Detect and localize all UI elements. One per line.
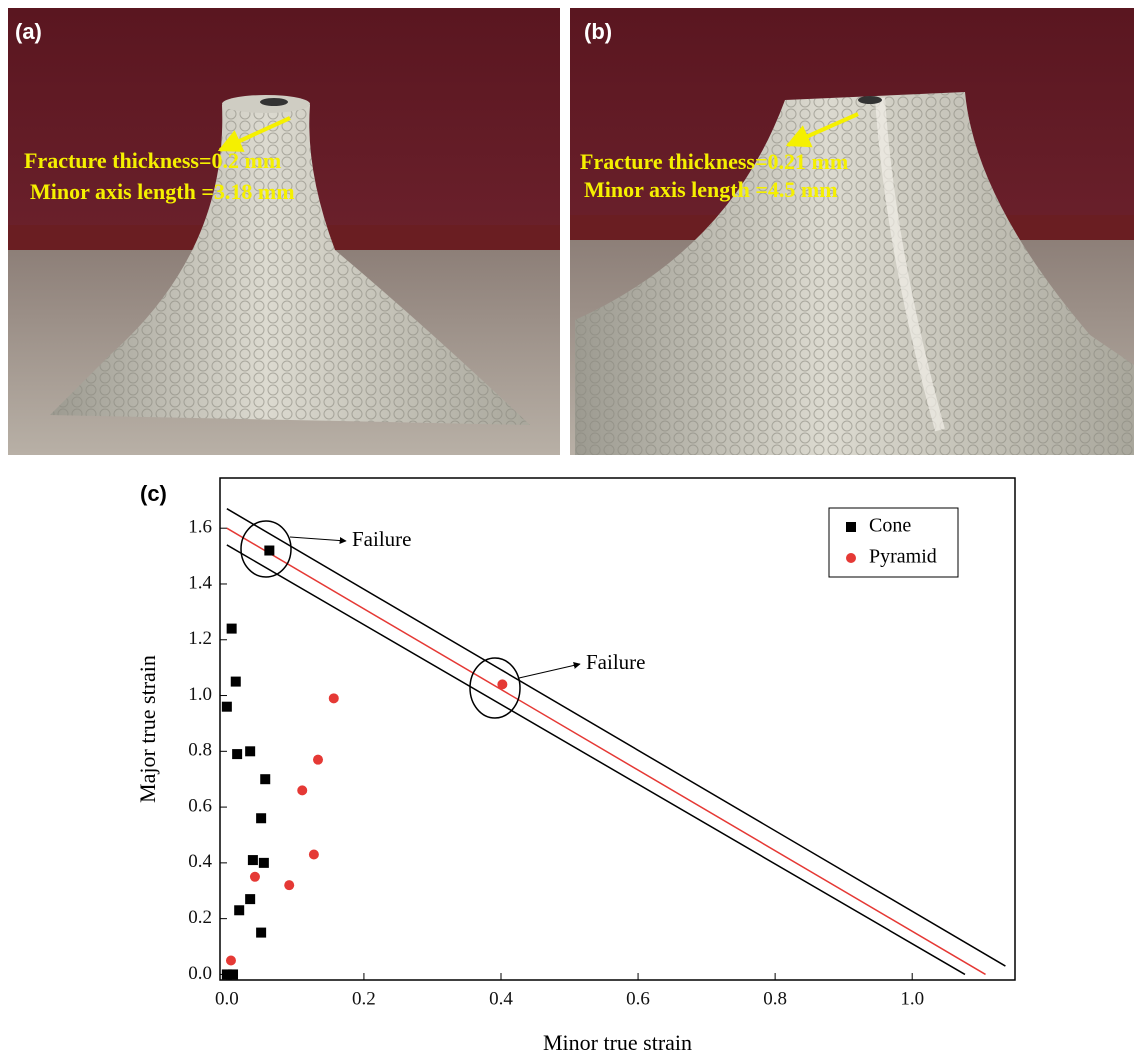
x-tick-label: 0.8	[763, 988, 787, 1009]
panel-label: (c)	[140, 481, 167, 506]
failure-circle	[469, 657, 521, 719]
point	[230, 676, 241, 687]
photo-a	[8, 8, 560, 455]
point	[497, 679, 508, 690]
point	[284, 880, 295, 891]
point	[308, 849, 319, 860]
point	[232, 749, 243, 760]
panel-label: (a)	[15, 19, 42, 44]
annotation: Failure	[586, 650, 645, 674]
annotation: Fracture thickness=0.21 mm	[580, 149, 848, 174]
point	[245, 894, 256, 905]
point	[226, 623, 237, 634]
point	[247, 855, 258, 866]
point	[234, 905, 245, 916]
y-tick-label: 0.4	[188, 851, 212, 872]
y-tick-label: 1.4	[188, 572, 212, 593]
point	[256, 813, 267, 824]
y-tick-label: 1.0	[188, 684, 212, 705]
legend-marker	[846, 553, 856, 563]
y-tick-label: 0.0	[188, 963, 212, 984]
point	[221, 701, 232, 712]
failure-line	[226, 527, 986, 976]
y-tick-label: 0.6	[188, 795, 212, 816]
point	[297, 785, 308, 796]
point	[249, 871, 260, 882]
plot-frame	[219, 477, 1016, 981]
annotation: Minor axis length =3.18 mm	[30, 179, 295, 204]
x-axis-label: Minor true strain	[543, 1030, 692, 1055]
failure-circle	[240, 520, 292, 578]
x-tick-label: 0.4	[489, 988, 513, 1009]
point	[221, 969, 232, 980]
x-tick-label: 0.2	[352, 988, 376, 1009]
point	[225, 955, 236, 966]
chart: (c) 0.0 0.2 0.4 0.6 0.8 1.0 0.0 0.2 0.4 0.6 0.8 1.0…	[135, 477, 1016, 1055]
legend: Cone Pyramid	[828, 507, 959, 578]
annotation-arrow	[289, 536, 347, 545]
y-tick-label: 1.6	[188, 517, 212, 538]
photo-b	[570, 8, 1134, 455]
point	[264, 545, 275, 556]
failure-line	[226, 508, 1006, 967]
annotation-arrow	[518, 661, 581, 679]
annotation: Minor axis length =4.5 mm	[584, 177, 838, 202]
point	[313, 754, 324, 765]
photos: (a) Fracture thickness=0.2 mm Minor axis…	[8, 8, 1134, 455]
point	[245, 746, 256, 757]
annotation: Fracture thickness=0.2 mm	[24, 148, 281, 173]
legend-label: Pyramid	[869, 546, 937, 568]
panel-label: (b)	[584, 19, 612, 44]
y-tick-label: 1.2	[188, 628, 212, 649]
y-tick-label: 0.8	[188, 740, 212, 761]
legend-label: Cone	[869, 515, 911, 537]
point	[256, 927, 267, 938]
y-axis-label: Major true strain	[135, 655, 160, 803]
point	[258, 857, 269, 868]
x-tick-label: 1.0	[900, 988, 924, 1009]
point	[228, 969, 239, 980]
annotation: Failure	[352, 527, 411, 551]
legend-box	[828, 507, 959, 578]
point	[328, 693, 339, 704]
point	[260, 774, 271, 785]
y-tick-label: 0.2	[188, 907, 212, 928]
legend-marker	[846, 522, 856, 532]
x-tick-label: 0.0	[215, 988, 239, 1009]
x-tick-label: 0.6	[626, 988, 650, 1009]
failure-line	[226, 544, 966, 976]
